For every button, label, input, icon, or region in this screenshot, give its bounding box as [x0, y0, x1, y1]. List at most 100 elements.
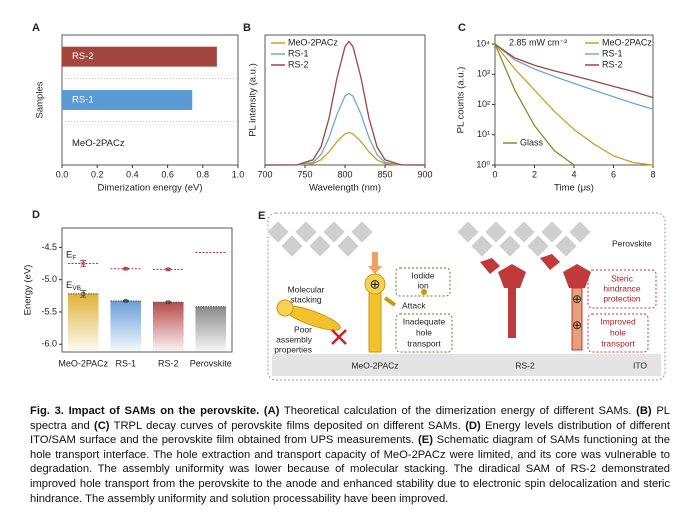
label-box [395, 267, 451, 297]
bar [110, 300, 142, 352]
series-line [264, 92, 426, 166]
y-tick-label: -5.0 [41, 274, 57, 284]
label: ion [417, 280, 429, 290]
x-tick-label: 0.6 [161, 169, 174, 179]
x-tick-label: 850 [377, 169, 392, 179]
bar [62, 90, 193, 110]
caption: Fig. 3. Impact of SAMs on the perovskite… [30, 404, 670, 506]
x-tick-label: Perovskite [190, 358, 232, 368]
panel-label: E [258, 210, 265, 222]
x-tick-label: 2 [532, 169, 537, 179]
molecule-head [276, 299, 294, 317]
x-tick-label: RS-2 [158, 358, 179, 368]
label-box [395, 313, 453, 353]
lattice-cell [553, 233, 579, 259]
iodide [421, 289, 427, 295]
x-axis-label: Wavelength (nm) [309, 183, 381, 194]
marker [123, 299, 128, 303]
x-tick-label: 800 [337, 169, 352, 179]
label: transport [601, 338, 635, 348]
shield [480, 258, 500, 274]
x-tick-label: 1.0 [232, 169, 245, 179]
y-tick-label: 10⁰ [476, 159, 490, 169]
annotation: 2.85 mW cm⁻² [509, 37, 567, 47]
x-tick-label: 0.8 [197, 169, 210, 179]
attack-arrow [383, 296, 397, 307]
y-axis-label: Energy (eV) [23, 265, 34, 316]
panel-frame [267, 212, 666, 381]
lattice-cell [293, 219, 319, 245]
series-line [494, 43, 575, 166]
lattice-cell [265, 219, 291, 245]
x-tick-label: 4 [571, 169, 576, 179]
legend-label: MeO-2PACz [288, 37, 338, 47]
label: ITO [633, 360, 647, 370]
label: hole [416, 327, 432, 337]
panel-label: D [32, 209, 40, 221]
y-axis-label: PL counts (a.u.) [456, 67, 467, 134]
molecule [571, 287, 583, 351]
y-tick-label: -5.5 [41, 306, 57, 316]
marker [123, 266, 128, 271]
plus: ⊕ [572, 318, 582, 332]
series-line [494, 43, 654, 99]
error-bar [80, 259, 87, 268]
marker [81, 261, 86, 266]
level-label: EF [66, 249, 76, 261]
cross [331, 329, 347, 345]
shield [540, 254, 560, 270]
lattice-cell [469, 233, 495, 259]
label: Poor [294, 324, 312, 334]
panel-label: C [458, 22, 466, 34]
y-tick-label: -4.5 [41, 242, 57, 252]
caption-text: Energy levels distribution of different … [30, 419, 670, 447]
y-tick-label: 10³ [477, 69, 490, 79]
lattice-cell [455, 219, 481, 245]
caption-label: (A) [263, 405, 280, 417]
label: protection [603, 293, 641, 303]
bar [195, 306, 227, 352]
lattice-cell [307, 233, 333, 259]
bar [62, 46, 217, 67]
label: RS-2 [515, 360, 535, 370]
caption-text: Schematic diagram of SAMs functioning at… [30, 434, 670, 505]
label: hole [610, 327, 626, 337]
label: Steric [611, 273, 633, 283]
label: Perovskite [612, 238, 652, 248]
perovskite-lattice [265, 219, 593, 259]
plot-frame [61, 227, 233, 353]
x-axis-label: Time (μs) [554, 183, 594, 194]
label: hindrance [603, 283, 641, 293]
panel-label: A [32, 22, 40, 34]
panel-label: B [243, 22, 251, 34]
caption-label: (C) [93, 419, 110, 432]
bar-label: MeO-2PACz [72, 138, 125, 149]
y-tick-label: 10⁴ [476, 38, 490, 48]
error-bar [122, 299, 129, 303]
lattice-cell [321, 219, 347, 245]
lattice-cell [511, 219, 537, 245]
series-line [494, 43, 654, 110]
error-bar [122, 267, 129, 270]
label: Attack [402, 300, 426, 310]
plot-frame [494, 34, 654, 166]
label: Molecular [288, 284, 325, 294]
y-tick-label: 10² [477, 99, 490, 109]
label-box [587, 269, 657, 309]
level-subscript: VB [72, 285, 81, 292]
lattice-cell [279, 233, 305, 259]
legend-label: RS-2 [602, 59, 623, 69]
x-tick-label: 900 [417, 169, 432, 179]
y-tick-label: 10¹ [477, 129, 490, 139]
label: Improved [600, 316, 636, 326]
figure-panels: ⊕ ⊕ ⊕ E Perovskite Molecular stacking Io… [23, 22, 666, 381]
y-axis-label: Samples [35, 81, 46, 118]
level-label: EVB [66, 279, 81, 291]
molecule [508, 288, 516, 338]
label: Iodide [411, 270, 434, 280]
label: assembly [276, 334, 313, 344]
legend-label: MeO-2PACz [602, 37, 652, 47]
error-bar [165, 268, 172, 271]
x-tick-label: 0.0 [56, 169, 69, 179]
